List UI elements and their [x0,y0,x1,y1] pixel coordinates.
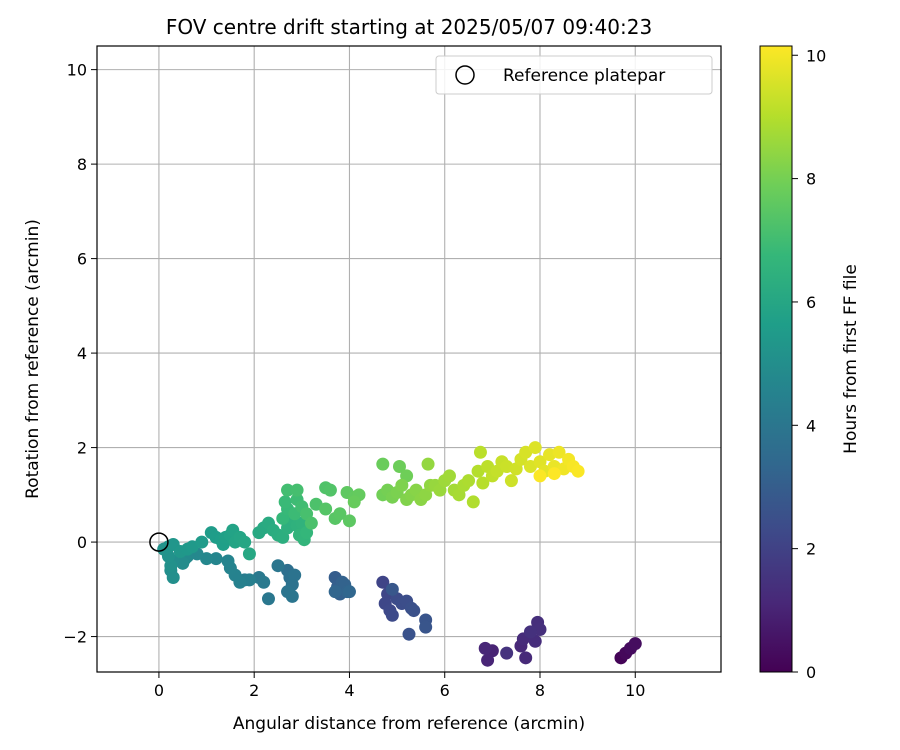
legend-box [435,55,713,95]
data-point [257,575,271,589]
data-point [473,445,487,459]
data-point [278,495,292,509]
data-point [342,514,356,528]
chart-title: FOV centre drift starting at 2025/05/07 … [166,15,652,39]
x-axis-label: Angular distance from reference (arcmin) [233,714,585,734]
data-point [476,476,490,490]
data-point [221,554,235,568]
data-point [442,469,456,483]
x-tick-label: 8 [535,681,545,700]
data-point [628,637,642,651]
data-point [395,478,409,492]
data-point [392,459,406,473]
data-point [481,653,495,667]
reference-marker-layer [149,532,169,552]
plot-frame [96,45,722,673]
y-tick-label: 4 [77,344,87,363]
data-point [242,547,256,561]
data-point [333,507,347,521]
data-point [385,608,399,622]
x-tick-label: 6 [440,681,450,700]
data-point [281,483,295,497]
colorbar-tick-label: 8 [806,170,816,189]
data-point [523,625,537,639]
data-point [519,651,533,665]
data-point [504,474,518,488]
colorbar-tick-label: 6 [806,293,816,312]
y-tick-label: 10 [67,61,87,80]
colorbar-tick-label: 0 [806,663,816,682]
data-point [478,641,492,655]
y-axis-label: Rotation from reference (arcmin) [23,219,43,499]
data-point [385,582,399,596]
x-tick-label: 4 [344,681,354,700]
grid [97,46,721,672]
colorbar-tick-label: 10 [806,46,826,65]
colorbar [759,45,793,673]
data-point [261,592,275,606]
y-tick-label: 8 [77,155,87,174]
data-point [342,585,356,599]
data-point [547,467,561,481]
data-point [290,483,304,497]
data-point [421,457,435,471]
data-point [402,627,416,641]
data-point [347,495,361,509]
data-point [376,457,390,471]
y-tick-label: −2 [63,628,87,647]
x-tick-label: 2 [249,681,259,700]
reference-platepar-marker [149,532,169,552]
data-point [285,589,299,603]
data-point [271,559,285,573]
data-point [288,568,302,582]
x-tick-label: 10 [625,681,645,700]
colorbar-tick-label: 2 [806,540,816,559]
data-point [419,620,433,634]
legend: Reference platepar [435,55,713,95]
y-tick-label: 2 [77,439,87,458]
legend-label-reference: Reference platepar [503,66,665,86]
data-point [195,535,209,549]
data-point [328,585,342,599]
y-tick-label: 6 [77,250,87,269]
data-point [500,646,514,660]
data-point [166,571,180,585]
y-tick-label: 0 [77,533,87,552]
data-point [304,516,318,530]
colorbar-ticks: 0 2 4 6 8 10 [792,46,826,682]
legend-marker-reference [455,65,475,85]
data-point [319,502,333,516]
data-point [466,495,480,509]
data-point [528,441,542,455]
data-point [407,604,421,618]
data-point [462,474,476,488]
data-point [238,535,252,549]
data-point [376,575,390,589]
x-tick-label: 0 [154,681,164,700]
data-point [571,464,585,478]
data-point [533,469,547,483]
colorbar-tick-label: 4 [806,416,816,435]
colorbar-label: Hours from first FF file [841,264,861,454]
x-axis-ticks: 0 2 4 6 8 10 [154,672,645,700]
data-point [323,483,337,497]
data-point [552,445,566,459]
data-points [157,441,642,667]
data-point [209,552,223,566]
y-axis-ticks: −2 0 2 4 6 8 10 [63,61,97,647]
